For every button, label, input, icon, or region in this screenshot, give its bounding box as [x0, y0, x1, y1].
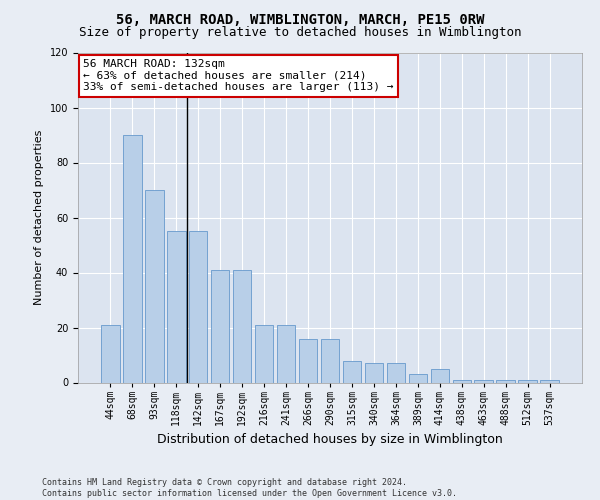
Bar: [167, 231, 185, 382]
Bar: [431, 369, 449, 382]
Bar: [518, 380, 537, 382]
Bar: [255, 325, 274, 382]
Bar: [123, 135, 142, 382]
Text: Size of property relative to detached houses in Wimblington: Size of property relative to detached ho…: [79, 26, 521, 39]
Bar: [299, 338, 317, 382]
Bar: [409, 374, 427, 382]
Text: Contains HM Land Registry data © Crown copyright and database right 2024.
Contai: Contains HM Land Registry data © Crown c…: [42, 478, 457, 498]
Bar: [386, 363, 405, 382]
Bar: [211, 270, 229, 382]
Bar: [233, 270, 251, 382]
Bar: [475, 380, 493, 382]
Bar: [277, 325, 295, 382]
Bar: [343, 360, 361, 382]
Bar: [320, 338, 340, 382]
Text: 56, MARCH ROAD, WIMBLINGTON, MARCH, PE15 0RW: 56, MARCH ROAD, WIMBLINGTON, MARCH, PE15…: [116, 12, 484, 26]
Bar: [496, 380, 515, 382]
Bar: [365, 363, 383, 382]
Bar: [101, 325, 119, 382]
X-axis label: Distribution of detached houses by size in Wimblington: Distribution of detached houses by size …: [157, 433, 503, 446]
Bar: [189, 231, 208, 382]
Bar: [541, 380, 559, 382]
Bar: [145, 190, 164, 382]
Y-axis label: Number of detached properties: Number of detached properties: [34, 130, 44, 305]
Bar: [452, 380, 471, 382]
Text: 56 MARCH ROAD: 132sqm
← 63% of detached houses are smaller (214)
33% of semi-det: 56 MARCH ROAD: 132sqm ← 63% of detached …: [83, 59, 394, 92]
